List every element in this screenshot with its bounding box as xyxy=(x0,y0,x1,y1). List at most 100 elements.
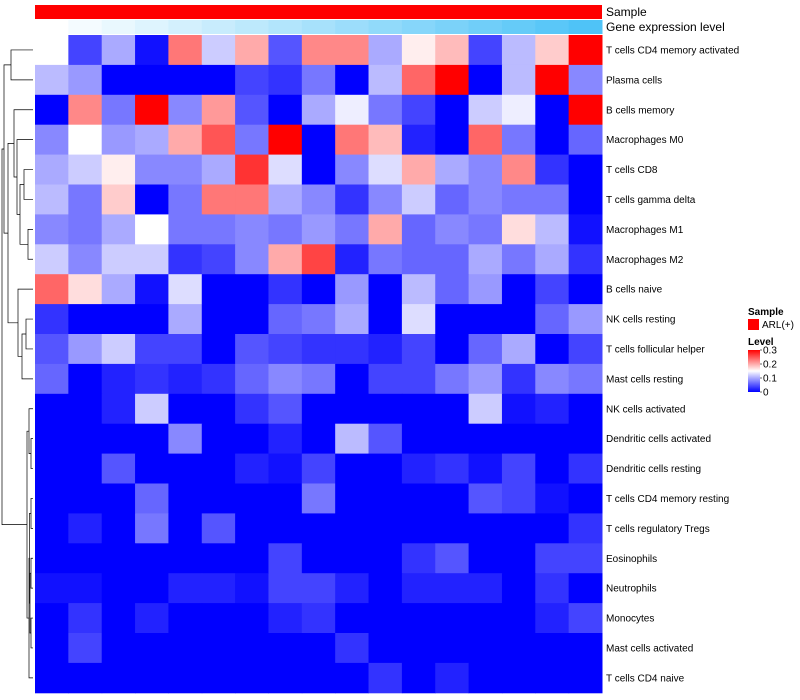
heatmap-cell xyxy=(335,304,370,335)
heatmap-cell xyxy=(135,334,169,365)
heatmap-cell xyxy=(68,154,103,185)
heatmap-cell xyxy=(568,184,603,215)
gene-expression-cell xyxy=(568,20,603,34)
heatmap-cell xyxy=(401,483,436,514)
heatmap-cell xyxy=(168,662,203,694)
heatmap-cell xyxy=(168,453,203,484)
heatmap-cell xyxy=(101,274,136,305)
heatmap-cell xyxy=(135,393,169,425)
legend-tick-label: 0.1 xyxy=(763,374,777,385)
heatmap-cell xyxy=(335,363,370,395)
heatmap-cell xyxy=(335,244,370,275)
heatmap-cell xyxy=(568,35,603,66)
heatmap-cell xyxy=(268,543,303,574)
heatmap-cell xyxy=(301,184,336,215)
heatmap-cell xyxy=(568,334,603,365)
heatmap-cell xyxy=(301,453,336,484)
heatmap-cell xyxy=(101,184,136,215)
heatmap-cell xyxy=(68,363,103,395)
heatmap-cell xyxy=(335,633,370,664)
heatmap-cell xyxy=(501,154,536,185)
heatmap-cell xyxy=(335,393,370,425)
heatmap-cell xyxy=(368,543,403,574)
heatmap-cell xyxy=(301,573,336,604)
heatmap-cell xyxy=(568,304,603,335)
heatmap-cell xyxy=(68,274,103,305)
heatmap-cell xyxy=(501,393,536,425)
heatmap-cell xyxy=(435,304,470,335)
heatmap-cell xyxy=(268,662,303,694)
heatmap-cell xyxy=(401,124,436,156)
heatmap-cell xyxy=(35,334,69,365)
heatmap-cell xyxy=(568,154,603,185)
heatmap-cell xyxy=(135,662,169,694)
heatmap-cell xyxy=(435,363,470,395)
annotation-gene-expression-cells xyxy=(35,20,603,34)
heatmap-cell xyxy=(468,573,503,604)
heatmap-cell xyxy=(201,184,236,215)
heatmap-cell xyxy=(501,513,536,544)
heatmap-cell xyxy=(468,543,503,574)
heatmap-cell xyxy=(468,154,503,185)
heatmap-cell xyxy=(568,453,603,484)
annotation-sample-label: Sample xyxy=(606,5,647,19)
heatmap-cell xyxy=(301,304,336,335)
heatmap-cell xyxy=(201,154,236,185)
heatmap-cell xyxy=(168,483,203,514)
heatmap-cell xyxy=(535,543,570,574)
heatmap-cell xyxy=(235,184,269,215)
heatmap-cell xyxy=(401,154,436,185)
heatmap-cell xyxy=(68,304,103,335)
row-label: T cells CD4 memory activated xyxy=(606,45,739,56)
heatmap-cell xyxy=(135,304,169,335)
legend: Sample ARL(+) Level 0.3 0.2 0.1 0 xyxy=(748,307,794,399)
heatmap-cell xyxy=(68,64,103,96)
heatmap-cell xyxy=(201,423,236,455)
heatmap-cell xyxy=(135,573,169,604)
heatmap-cell xyxy=(201,304,236,335)
heatmap-cell xyxy=(35,513,69,544)
heatmap-cell xyxy=(568,94,603,126)
heatmap-cell xyxy=(135,513,169,544)
heatmap-cell xyxy=(135,124,169,156)
heatmap-cell xyxy=(101,393,136,425)
gene-expression-cell xyxy=(68,20,103,34)
heatmap-cell xyxy=(301,124,336,156)
heatmap-cell xyxy=(268,483,303,514)
row-label: T cells regulatory Tregs xyxy=(606,524,710,535)
heatmap-cell xyxy=(135,184,169,215)
heatmap-cell xyxy=(468,124,503,156)
heatmap-cell xyxy=(168,633,203,664)
heatmap-cell xyxy=(301,64,336,96)
heatmap-cell xyxy=(535,154,570,185)
heatmap-cell xyxy=(101,214,136,245)
heatmap-cell xyxy=(535,573,570,604)
row-labels: T cells CD4 memory activated Plasma cells… xyxy=(606,45,739,684)
heatmap-cell xyxy=(201,94,236,126)
heatmap-cell xyxy=(368,304,403,335)
heatmap-cell xyxy=(501,633,536,664)
heatmap-cell xyxy=(35,603,69,634)
heatmap-cell xyxy=(35,244,69,275)
heatmap-cell xyxy=(435,184,470,215)
heatmap-cell xyxy=(368,363,403,395)
heatmap-cell xyxy=(68,483,103,514)
heatmap-cell xyxy=(301,154,336,185)
heatmap-cell xyxy=(368,214,403,245)
heatmap-cell xyxy=(168,274,203,305)
heatmap-cell xyxy=(468,662,503,694)
heatmap-cell xyxy=(568,124,603,156)
heatmap-cell xyxy=(35,124,69,156)
heatmap-cell xyxy=(301,94,336,126)
heatmap-cell xyxy=(435,662,470,694)
heatmap-cell xyxy=(368,274,403,305)
heatmap-cell xyxy=(501,124,536,156)
heatmap-cell xyxy=(35,423,69,455)
heatmap-cell xyxy=(68,334,103,365)
heatmap-cell xyxy=(68,393,103,425)
heatmap-cell xyxy=(435,154,470,185)
heatmap-cell xyxy=(535,483,570,514)
heatmap-cell xyxy=(335,483,370,514)
heatmap-cell xyxy=(101,573,136,604)
gene-expression-cell xyxy=(435,20,470,34)
